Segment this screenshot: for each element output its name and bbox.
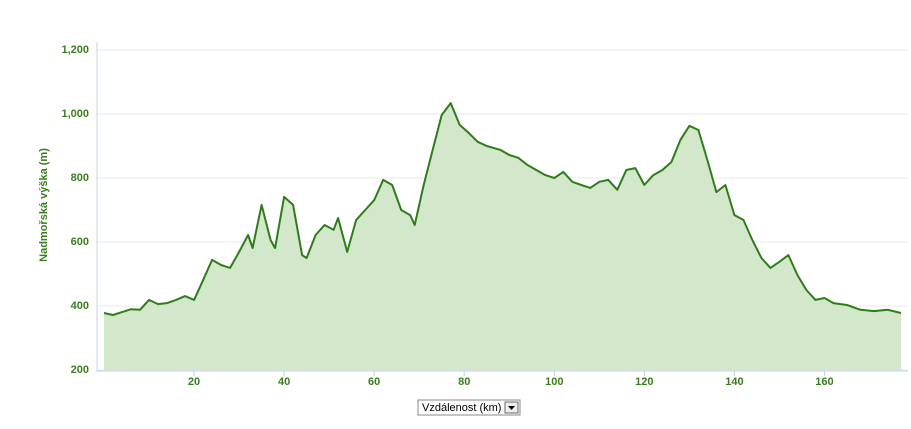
x-axis-selector[interactable]: Vzdálenost (km)	[417, 399, 521, 416]
y-tick-label: 200	[71, 364, 89, 376]
x-tick-label: 20	[188, 376, 200, 388]
x-tick-label: 120	[635, 376, 653, 388]
area-fill	[104, 103, 901, 370]
x-tick-label: 40	[278, 376, 290, 388]
elevation-line	[103, 102, 902, 316]
y-tick-label: 400	[71, 300, 89, 312]
y-tick-label: 1,200	[61, 44, 89, 56]
x-tick-label: 100	[545, 376, 563, 388]
x-tick-label: 60	[368, 376, 380, 388]
select-text[interactable]: Vzdálenost (km)	[422, 402, 501, 414]
y-tick-label: 800	[71, 172, 89, 184]
y-axis-label: Nadmořská výška (m)	[38, 148, 50, 262]
y-tick-label: 600	[71, 236, 89, 248]
y-tick-label: 1,000	[61, 108, 89, 120]
x-tick-label: 160	[815, 376, 833, 388]
select-box[interactable]	[417, 399, 521, 416]
select-arrow[interactable]	[508, 406, 515, 410]
x-tick-label: 80	[458, 376, 470, 388]
x-tick-label: 140	[725, 376, 743, 388]
